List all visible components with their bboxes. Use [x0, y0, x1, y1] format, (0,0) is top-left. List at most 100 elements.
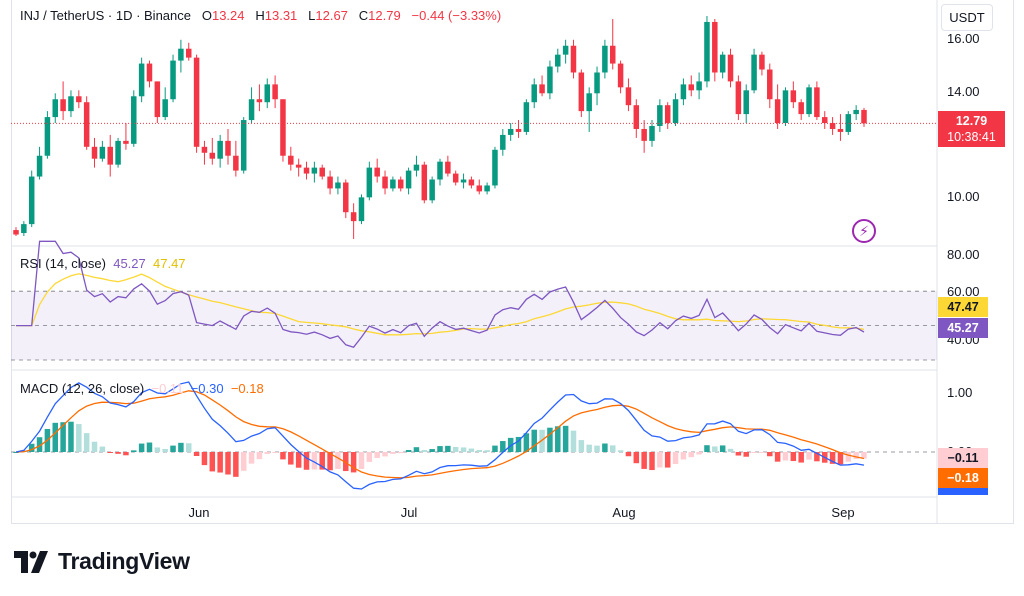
macd-histogram-bar	[311, 452, 318, 470]
candle-body	[814, 87, 820, 118]
candle-body	[335, 182, 341, 189]
candle-body	[52, 99, 59, 118]
candle-body	[704, 21, 710, 82]
tradingview-logo-icon	[14, 550, 48, 573]
macd-histogram-bar	[782, 452, 789, 461]
candle-body	[555, 54, 561, 67]
candle-body	[806, 87, 812, 115]
candle-body	[578, 72, 585, 112]
macd-histogram-bar	[523, 433, 530, 452]
macd-histogram-bar	[343, 452, 349, 472]
macd-histogram-bar	[578, 440, 585, 452]
close-value: 12.79	[368, 8, 401, 23]
candle-body	[83, 102, 90, 147]
candle-body	[798, 102, 804, 115]
price-axis-label: 16.00	[947, 31, 980, 46]
macd-histogram-bar	[547, 427, 553, 452]
candle-body	[782, 90, 789, 124]
macd-histogram-bar	[272, 452, 278, 453]
macd-histogram-bar	[185, 443, 192, 452]
rsi-ma-line	[16, 273, 865, 336]
macd-histogram-bar	[719, 445, 726, 452]
candle-body	[712, 21, 718, 73]
macd-line	[15, 381, 865, 490]
macd-histogram-bar	[76, 424, 82, 452]
candle-body	[421, 164, 428, 201]
macd-histogram-bar	[664, 452, 671, 468]
candle-body	[562, 45, 569, 55]
candle-body	[138, 63, 145, 97]
macd-histogram-bar	[374, 452, 380, 458]
macd-histogram-bar	[609, 445, 616, 452]
chart-frame	[11, 0, 1014, 524]
candle-body	[382, 176, 388, 189]
candle-body	[162, 99, 168, 118]
macd-histogram-bar	[91, 441, 98, 452]
candle-body	[829, 123, 836, 129]
macd-histogram-bar	[256, 452, 263, 460]
rsi-legend: RSI (14, close) 45.27 47.47	[20, 256, 186, 271]
macd-histogram-bar	[735, 452, 742, 456]
candle-body	[476, 185, 483, 192]
candle-body	[680, 84, 687, 100]
candle-body	[853, 109, 859, 115]
candle-body	[719, 54, 726, 73]
candle-body	[570, 45, 577, 73]
tradingview-logo[interactable]: TradingView	[14, 548, 190, 575]
macd-histogram-bar	[562, 425, 569, 452]
macd-histogram-bar	[413, 447, 420, 452]
lightning-bolt-icon[interactable]: ⚡︎	[852, 219, 876, 243]
macd-histogram-bar	[625, 452, 632, 457]
candle-body	[107, 146, 113, 165]
macd-histogram-bar	[233, 452, 239, 477]
candle-body	[492, 149, 498, 186]
macd-histogram-bar	[327, 452, 333, 471]
macd-histogram-bar	[837, 452, 844, 465]
low-label: L	[308, 8, 316, 23]
rsi-ma-value: 47.47	[153, 256, 186, 271]
candle-body	[397, 179, 404, 189]
macd-legend: MACD (12, 26, close) −0.11 −0.30 −0.18	[20, 381, 264, 396]
macd-histogram-bar	[743, 452, 749, 457]
macd-label[interactable]: MACD (12, 26, close)	[20, 381, 145, 396]
candle-body	[170, 60, 176, 100]
candle-body	[445, 161, 451, 174]
macd-histogram-bar	[201, 452, 208, 466]
bar-countdown: 10:38:41	[947, 130, 996, 144]
candle-body	[821, 117, 828, 124]
rsi-label[interactable]: RSI (14, close)	[20, 256, 106, 271]
candle-body	[664, 105, 671, 124]
candle-body	[539, 84, 545, 94]
macd-histogram-bar	[382, 452, 388, 457]
candle-body	[358, 197, 365, 222]
candle-body	[240, 120, 247, 171]
candle-body	[759, 54, 765, 70]
candle-body	[500, 134, 506, 150]
open-value: 13.24	[211, 8, 245, 23]
symbol-title[interactable]: INJ / TetherUS · 1D · Binance	[20, 8, 191, 23]
currency-unit-button[interactable]: USDT	[941, 4, 993, 31]
macd-histogram-bar	[60, 422, 66, 452]
macd-histogram-bar	[790, 452, 797, 462]
price-axis-label: 10.00	[947, 189, 980, 204]
macd-histogram-bar	[798, 452, 804, 463]
candle-body	[515, 128, 522, 132]
candle-body	[633, 105, 640, 129]
macd-histogram-bar	[657, 452, 663, 468]
candle-body	[672, 99, 679, 124]
macd-histogram-bar	[123, 452, 129, 456]
candle-body	[146, 63, 153, 82]
macd-histogram-bar	[688, 452, 695, 458]
candle-body	[657, 105, 663, 126]
macd-histogram-bar	[350, 452, 357, 473]
price-axis-label: 14.00	[947, 84, 980, 99]
macd-histogram-bar	[83, 433, 90, 452]
close-label: C	[358, 8, 369, 23]
candle-body	[13, 230, 19, 235]
candle-body	[60, 99, 66, 112]
macd-histogram-bar	[712, 446, 718, 452]
macd-histogram-bar	[672, 452, 679, 465]
candle-body	[280, 99, 286, 156]
macd-histogram-bar	[335, 452, 341, 469]
candle-body	[405, 170, 412, 189]
